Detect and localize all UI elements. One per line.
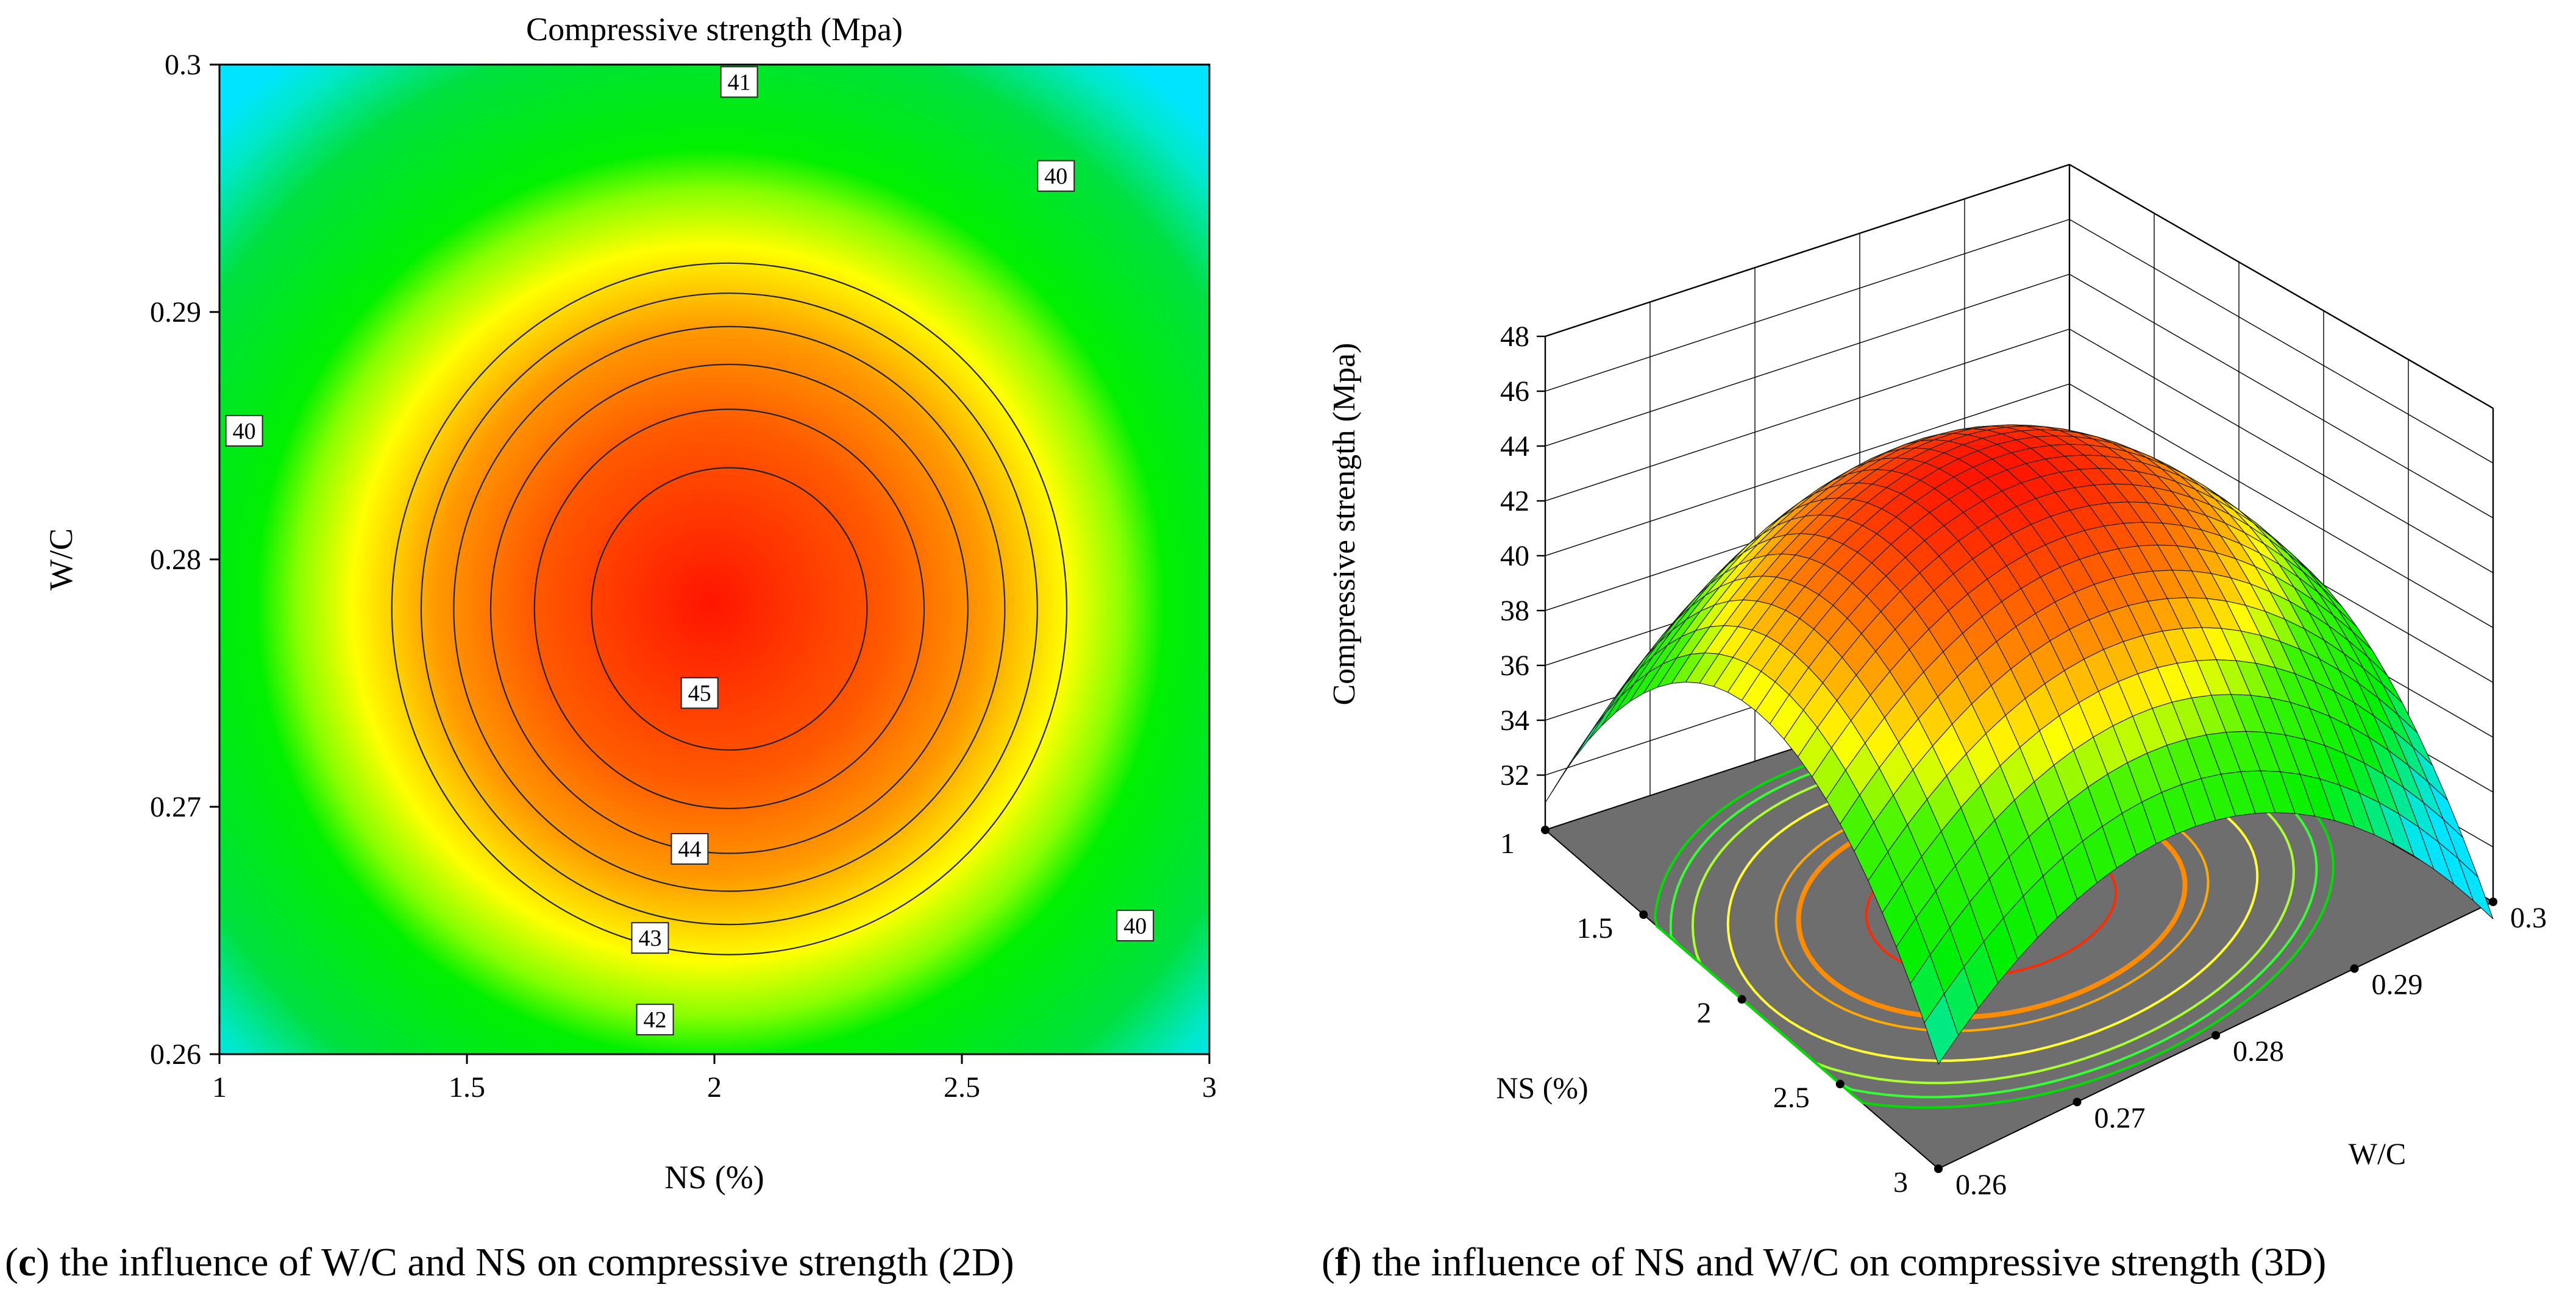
wall-grid-line: [1545, 274, 2494, 519]
x-axis-label: NS (%): [664, 1159, 764, 1196]
surface-facet: [1587, 696, 1621, 742]
z-tick-label: 48: [1500, 321, 1529, 353]
y-axis-ticks: 0.26 0.27 0.28 0.29 0.3: [150, 49, 219, 1071]
wall-grid-line: [1545, 383, 2494, 628]
ns-tick-dot: [1639, 910, 1648, 919]
wc-tick-dot: [2211, 1031, 2220, 1040]
contour-label-text: 45: [688, 681, 711, 706]
contour-line-42: [453, 325, 1006, 892]
contour-label-text: 41: [728, 69, 751, 95]
z-tick-label: 36: [1500, 650, 1529, 682]
ns-tick-dot: [1737, 995, 1746, 1004]
x-tick-label: 1.5: [449, 1071, 485, 1104]
wc-tick-dot: [2489, 898, 2497, 906]
wc-tick-dot: [2350, 964, 2359, 973]
x-tick-label: 2: [707, 1071, 722, 1104]
y-tick-label: 0.27: [150, 791, 201, 823]
contour-label: 40: [1116, 909, 1155, 941]
y-tick-label: 0.3: [165, 49, 201, 81]
contour-label-text: 40: [1123, 913, 1147, 939]
contour-line-41: [420, 292, 1038, 926]
contour-line-43: [489, 363, 969, 854]
y-tick-label: 0.26: [150, 1038, 201, 1071]
y-tick-label: 0.29: [150, 296, 201, 328]
y-tick-label: 0.28: [150, 544, 201, 576]
surface-facet: [1924, 993, 1959, 1065]
contour-label: 44: [671, 833, 709, 865]
z-axis-label: Compressive strength (Mpa): [1327, 342, 1362, 705]
surface-facet: [1601, 683, 1635, 726]
wc-tick-label: 0.29: [2372, 969, 2423, 1001]
wc-tick-label: 0.27: [2094, 1102, 2146, 1135]
contour-label-text: 44: [678, 837, 701, 862]
contour-label-text: 40: [1044, 164, 1067, 190]
x-tick-label: 2.5: [944, 1071, 980, 1104]
wc-axis-label: W/C: [2349, 1136, 2406, 1171]
contour-label-box: [720, 66, 758, 98]
floor-contour-ring: [1653, 727, 2335, 1109]
contour-label: 40: [1037, 160, 1075, 192]
x-tick-label: 1: [212, 1071, 227, 1104]
wc-tick-label: 0.28: [2233, 1035, 2284, 1068]
z-tick-label: 34: [1500, 704, 1529, 737]
contour-line-40: [391, 262, 1068, 955]
z-tick-label: 32: [1500, 759, 1529, 792]
ns-tick-label: 3: [1893, 1166, 1908, 1199]
surface-mesh: [1545, 424, 2494, 1065]
contour-label-text: 43: [638, 926, 661, 951]
contour-line-44: [533, 408, 925, 809]
ns-tick-label: 2: [1697, 997, 1712, 1029]
ns-tick-label: 2.5: [1773, 1082, 1810, 1114]
contour-label: 45: [680, 677, 719, 709]
ns-tick-dot: [1541, 826, 1550, 834]
contour-label-box: [636, 1004, 674, 1036]
contour-label-box: [1116, 909, 1155, 941]
contour-label-text: 42: [644, 1007, 667, 1033]
contour-label-box: [225, 414, 263, 447]
contour-label: 41: [720, 66, 758, 98]
z-tick-label: 46: [1500, 375, 1529, 408]
contour-lines: [391, 262, 1068, 955]
x-axis-ticks: 1 1.5 2 2.5 3: [212, 1054, 1217, 1104]
surface-plot-3d: 32 34 36 38 40 42 44 46 48 1 1.5 2 2.5 3 0.26 0.27 0.28 0…: [1327, 163, 2547, 1201]
contour-labels: 41 40 40 45 44 43 40 42: [225, 66, 1155, 1036]
contour-label-box: [680, 677, 719, 709]
contour-label-box: [671, 833, 709, 865]
x-tick-label: 3: [1202, 1071, 1217, 1104]
caption-left: (c) the influence of W/C and NS on compr…: [5, 1240, 1014, 1285]
y-axis-label: W/C: [43, 528, 79, 590]
caption-right: (f) the influence of NS and W/C on compr…: [1322, 1240, 2326, 1285]
contour-label-box: [1037, 160, 1075, 192]
wall-grid-line: [1545, 219, 2494, 464]
wc-tick-dot: [2073, 1097, 2082, 1107]
wc-tick-label: 0.3: [2510, 902, 2547, 934]
contour-label: 40: [225, 414, 263, 447]
z-tick-label: 40: [1500, 540, 1529, 572]
wc-tick-label: 0.26: [1955, 1169, 2007, 1201]
contour-line-45: [591, 467, 868, 751]
contour-label-box: [631, 922, 669, 954]
chart-title: Compressive strength (Mpa): [526, 11, 903, 48]
wall-grid-line: [1545, 328, 2494, 573]
heatmap-background: [219, 65, 1209, 1054]
wall-grid-line: [1545, 164, 2494, 409]
z-tick-label: 44: [1500, 430, 1529, 462]
contour-label: 43: [631, 922, 669, 954]
wc-tick-dot: [1934, 1164, 1943, 1173]
axis-ticks-3d: 32 34 36 38 40 42 44 46 48 1 1.5 2 2.5 3 0.26 0.27 0.28 0…: [1500, 321, 2547, 1201]
ns-tick-label: 1.5: [1576, 912, 1613, 944]
ns-tick-dot: [1835, 1080, 1845, 1088]
contour-label: 42: [636, 1004, 674, 1036]
contour-label-text: 40: [233, 419, 256, 444]
z-tick-label: 42: [1500, 485, 1529, 517]
z-tick-label: 38: [1500, 595, 1529, 627]
ns-axis-label: NS (%): [1496, 1071, 1588, 1105]
ns-tick-label: 1: [1500, 828, 1515, 860]
